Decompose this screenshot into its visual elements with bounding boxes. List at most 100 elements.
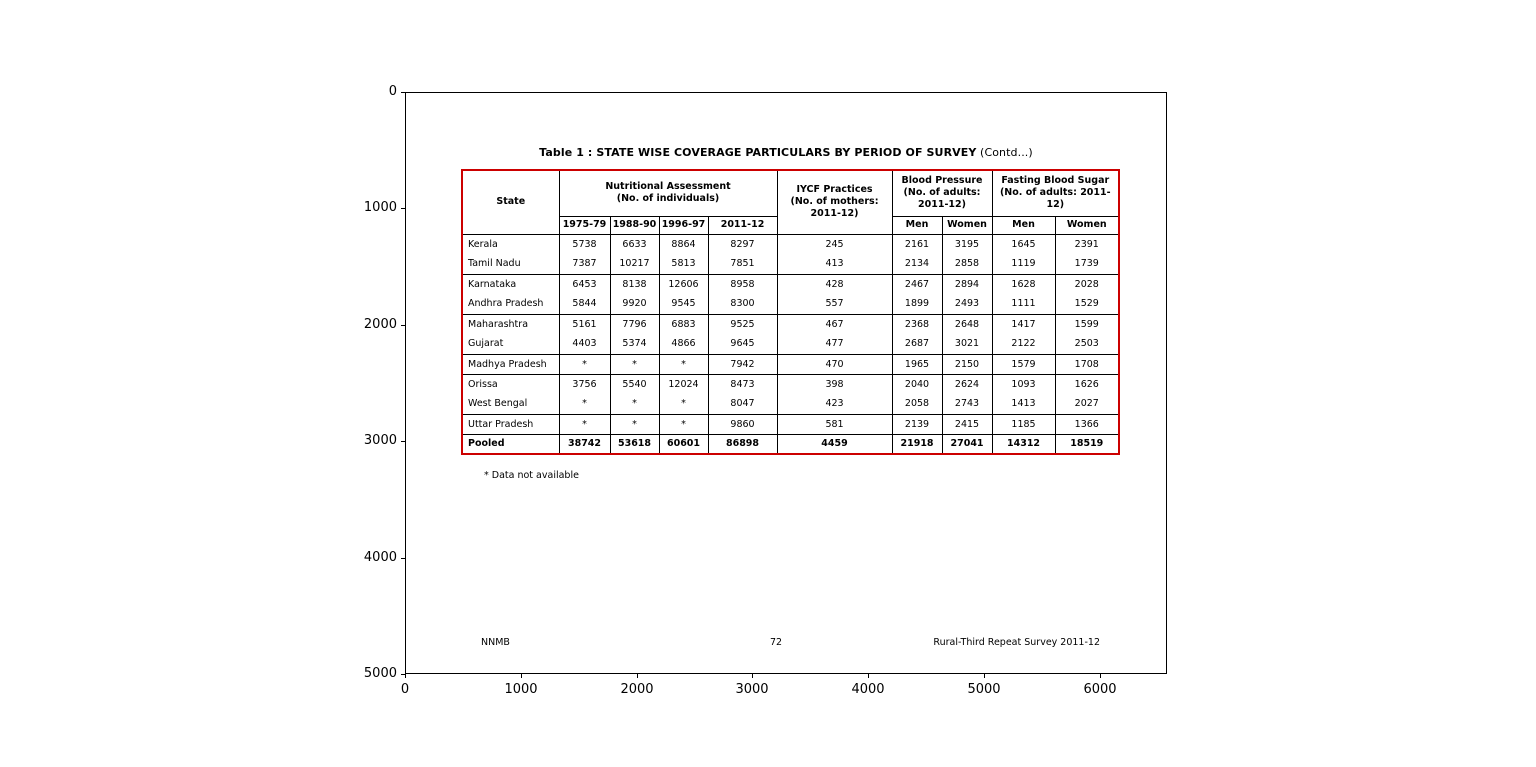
value-cell: 8047	[707, 394, 778, 415]
state-cell: Tamil Nadu	[461, 254, 559, 275]
value-cell: 1599	[1054, 314, 1120, 334]
footer-survey-name: Rural-Third Repeat Survey 2011-12	[933, 637, 1100, 648]
value-cell: 8138	[609, 274, 659, 294]
group-header-fasting-blood-sugar: Fasting Blood Sugar (No. of adults: 2011…	[991, 170, 1120, 217]
value-cell: 1185	[991, 414, 1056, 435]
value-cell: 86898	[707, 434, 778, 454]
value-cell: 1111	[991, 294, 1056, 315]
value-cell: 2858	[941, 254, 993, 275]
value-cell: 5540	[609, 374, 659, 394]
table-row: Tamil Nadu 7387 10217 5813 7851 413 2134 2858 11…	[461, 254, 1120, 275]
value-cell: 581	[776, 414, 893, 435]
value-cell: 38742	[558, 434, 610, 454]
state-cell: Madhya Pradesh	[461, 354, 559, 375]
value-cell: 7387	[558, 254, 610, 275]
table-row: Uttar Pradesh * * * 9860 581 2139 2415 1185 1366	[461, 414, 1120, 435]
value-cell: 1093	[991, 374, 1056, 394]
table-row: Kerala 5738 6633 8864 8297 245 2161 3195 1645 239…	[461, 234, 1120, 254]
value-cell: 1119	[991, 254, 1056, 275]
value-cell: 3756	[558, 374, 610, 394]
group-label: Nutritional Assessment	[605, 180, 731, 192]
value-cell: 10217	[609, 254, 659, 275]
y-tick-label: 2000	[341, 317, 405, 333]
value-cell: 2687	[891, 334, 943, 355]
footer-org: NNMB	[481, 637, 510, 648]
value-cell: 4403	[558, 334, 610, 355]
table-row: Orissa 3756 5540 12024 8473 398 2040 2624 1093 16…	[461, 374, 1120, 394]
value-cell: *	[558, 394, 610, 415]
value-cell: 7942	[707, 354, 778, 375]
table-title: Table 1 : STATE WISE COVERAGE PARTICULAR…	[539, 146, 977, 159]
value-cell: 21918	[891, 434, 943, 454]
y-tick-label: 4000	[341, 550, 405, 566]
value-cell: 9920	[609, 294, 659, 315]
coverage-table: State Nutritional Assessment (No. of ind…	[461, 169, 1121, 455]
state-cell: Orissa	[461, 374, 559, 394]
x-tick-label: 6000	[1070, 674, 1130, 698]
value-cell: 1628	[991, 274, 1056, 294]
value-cell: 2134	[891, 254, 943, 275]
value-cell: 3195	[941, 234, 993, 254]
value-cell: 27041	[941, 434, 993, 454]
value-cell: 9525	[707, 314, 778, 334]
col-header-1988-90: 1988-90	[609, 216, 659, 235]
value-cell: 470	[776, 354, 893, 375]
value-cell: 2028	[1054, 274, 1120, 294]
value-cell: 2894	[941, 274, 993, 294]
value-cell: 3021	[941, 334, 993, 355]
value-cell: 2161	[891, 234, 943, 254]
value-cell: *	[658, 394, 708, 415]
state-cell: West Bengal	[461, 394, 559, 415]
value-cell: 9860	[707, 414, 778, 435]
col-header-2011-12: 2011-12	[707, 216, 778, 235]
value-cell: 467	[776, 314, 893, 334]
value-cell: 14312	[991, 434, 1056, 454]
value-cell: 477	[776, 334, 893, 355]
value-cell: 53618	[609, 434, 659, 454]
value-cell: 1366	[1054, 414, 1120, 435]
group-sublabel: (No. of adults: 2011-12)	[999, 187, 1111, 211]
value-cell: 2122	[991, 334, 1056, 355]
x-tick-label: 0	[375, 674, 435, 698]
value-cell: 7796	[609, 314, 659, 334]
value-cell: 8300	[707, 294, 778, 315]
value-cell: 5374	[609, 334, 659, 355]
group-header-iycf-practices: IYCF Practices (No. of mothers: 2011-12)	[776, 170, 893, 235]
table-title-contd: (Contd...)	[980, 146, 1033, 159]
table-row: Maharashtra 5161 7796 6883 9525 467 2368 2648 14…	[461, 314, 1120, 334]
group-sublabel: (No. of adults: 2011-12)	[903, 187, 981, 211]
value-cell: 2040	[891, 374, 943, 394]
value-cell: 1579	[991, 354, 1056, 375]
page-number: 72	[769, 637, 783, 648]
value-cell: 4866	[658, 334, 708, 355]
value-cell: 5813	[658, 254, 708, 275]
group-sublabel: (No. of individuals)	[616, 193, 720, 205]
col-header-fbs-women: Women	[1054, 216, 1120, 235]
value-cell: 1645	[991, 234, 1056, 254]
value-cell: *	[609, 414, 659, 435]
value-cell: 428	[776, 274, 893, 294]
value-cell: 2027	[1054, 394, 1120, 415]
state-cell: Gujarat	[461, 334, 559, 355]
value-cell: 12606	[658, 274, 708, 294]
x-tick-label: 2000	[607, 674, 667, 698]
footnote: * Data not available	[484, 470, 579, 481]
y-tick-label: 0	[341, 84, 405, 100]
value-cell: *	[558, 414, 610, 435]
page-title: Table 1 : STATE WISE COVERAGE PARTICULAR…	[406, 146, 1166, 159]
value-cell: 5844	[558, 294, 610, 315]
value-cell: 2493	[941, 294, 993, 315]
x-tick-label: 4000	[838, 674, 898, 698]
group-sublabel: (No. of mothers: 2011-12)	[790, 196, 879, 220]
state-cell: Karnataka	[461, 274, 559, 294]
value-cell: *	[658, 414, 708, 435]
col-header-fbs-men: Men	[991, 216, 1056, 235]
value-cell: 398	[776, 374, 893, 394]
col-header-bp-men: Men	[891, 216, 943, 235]
table-row: Andhra Pradesh 5844 9920 9545 8300 557 1899 249…	[461, 294, 1120, 315]
plot-area: Table 1 : STATE WISE COVERAGE PARTICULAR…	[405, 92, 1167, 674]
value-cell: 1413	[991, 394, 1056, 415]
value-cell: *	[609, 394, 659, 415]
value-cell: 5161	[558, 314, 610, 334]
value-cell: 423	[776, 394, 893, 415]
